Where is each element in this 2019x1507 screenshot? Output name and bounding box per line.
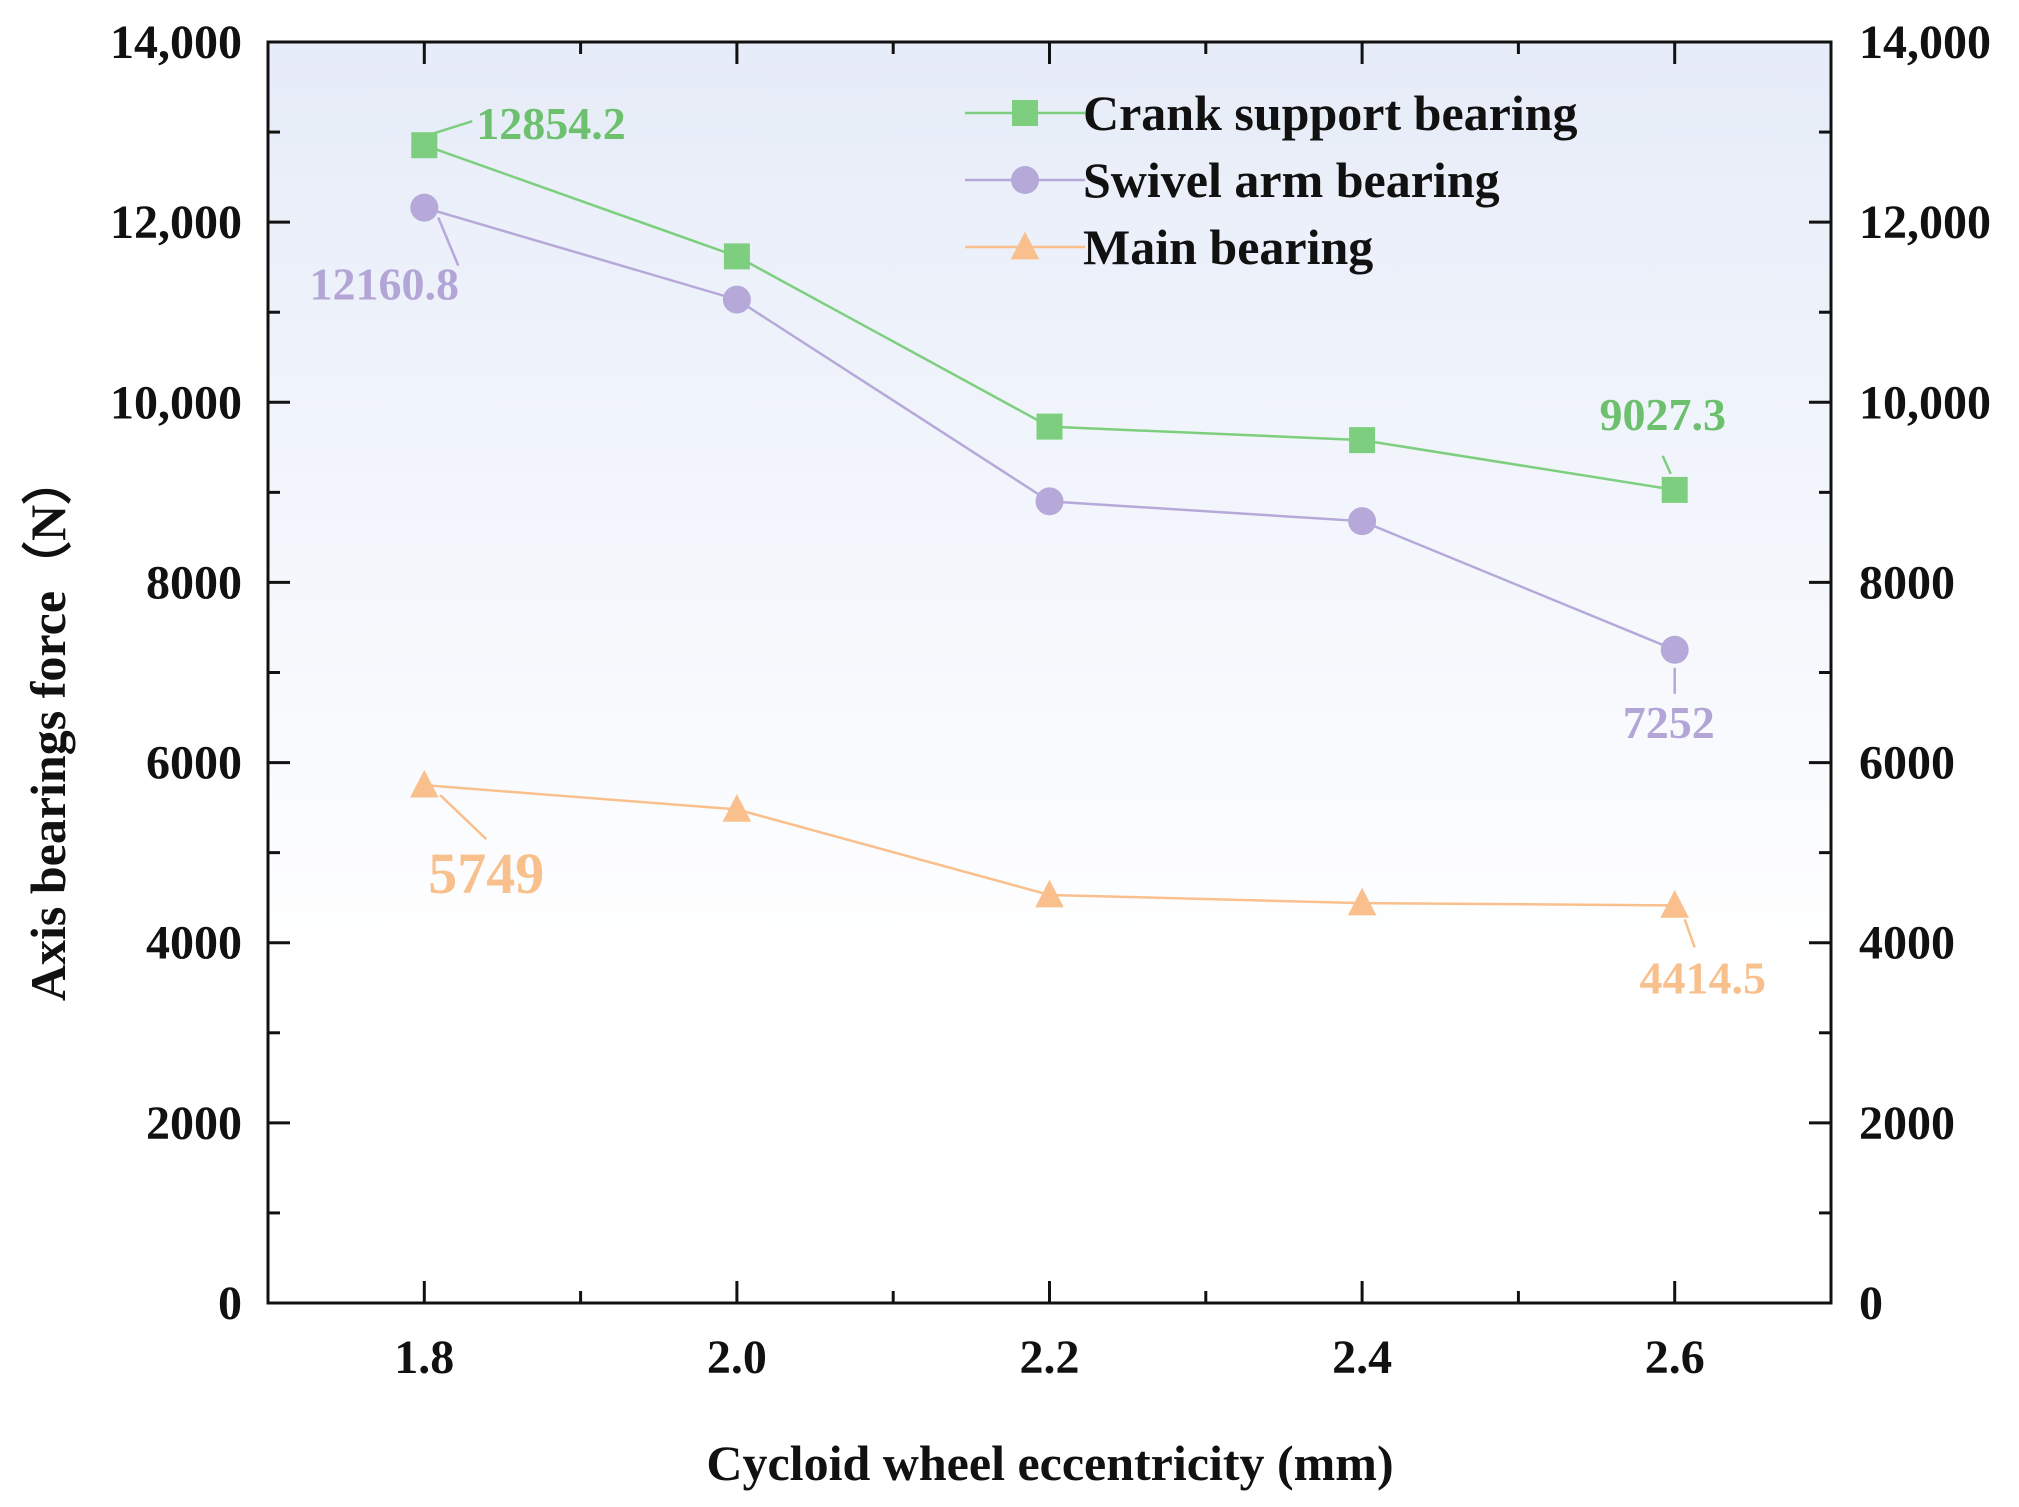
data-point [1349,427,1376,454]
data-label: 12854.2 [476,98,626,149]
data-point [1661,476,1688,503]
y-tick-label-right: 0 [1859,1277,1883,1330]
data-label: 12160.8 [310,259,460,310]
y-tick-label-left: 2000 [146,1097,242,1150]
legend: Crank support bearing Swivel arm bearing M… [965,85,1578,275]
data-label: 4414.5 [1639,952,1766,1003]
y-tick-label-right: 6000 [1859,737,1955,790]
y-tick-label-left: 0 [218,1277,242,1330]
data-point [722,794,752,822]
y-tick-label-left: 8000 [146,556,242,609]
y-tick-label-left: 14,000 [110,16,242,69]
y-tick-label-right: 10,000 [1859,376,1991,429]
annotation-leader [439,794,488,841]
data-point [410,769,439,798]
y-tick-label-left: 4000 [146,917,242,970]
data-point [1035,487,1064,516]
x-tick-label: 1.8 [394,1331,454,1384]
plot-background [268,42,1831,1303]
data-point [1660,890,1689,918]
data-label: 7252 [1623,697,1715,748]
legend-marker [1010,231,1040,260]
data-label: 5749 [428,841,544,906]
annotation-leader [433,120,473,135]
y-axis-title: Axis bearings force（N） [20,455,76,1001]
data-point [411,132,438,159]
data-point [410,193,439,222]
y-tick-label-right: 2000 [1859,1097,1955,1150]
x-axis-title: Cycloid wheel eccentricity (mm) [706,1435,1393,1491]
data-label: 9027.3 [1599,389,1726,440]
x-tick-label: 2.0 [707,1331,767,1384]
x-tick-label: 2.4 [1332,1331,1392,1384]
y-tick-label-left: 10,000 [110,376,242,429]
data-point [1660,635,1689,664]
annotation-leader [437,217,460,267]
legend-label: Main bearing [1083,219,1373,275]
annotation-leader [1661,455,1672,475]
legend-label: Swivel arm bearing [1083,152,1500,208]
y-tick-label-right: 14,000 [1859,16,1991,69]
legend-label: Crank support bearing [1083,85,1578,141]
data-point [1035,879,1064,908]
data-point [1347,887,1377,916]
y-tick-label-right: 8000 [1859,556,1955,609]
y-tick-label-right: 12,000 [1859,196,1991,249]
legend-marker [1012,100,1038,126]
y-tick-label-right: 4000 [1859,917,1955,970]
y-tick-label-left: 12,000 [110,196,242,249]
data-point [723,243,750,270]
data-point [1036,413,1063,440]
x-tick-label: 2.2 [1020,1331,1080,1384]
legend-marker [1011,166,1039,194]
x-tick-label: 2.6 [1645,1331,1705,1384]
data-point [1348,507,1377,536]
plot-frame [266,40,1833,1305]
y-tick-label-left: 6000 [146,737,242,790]
data-point [722,285,751,314]
annotation-leader [1683,918,1696,948]
